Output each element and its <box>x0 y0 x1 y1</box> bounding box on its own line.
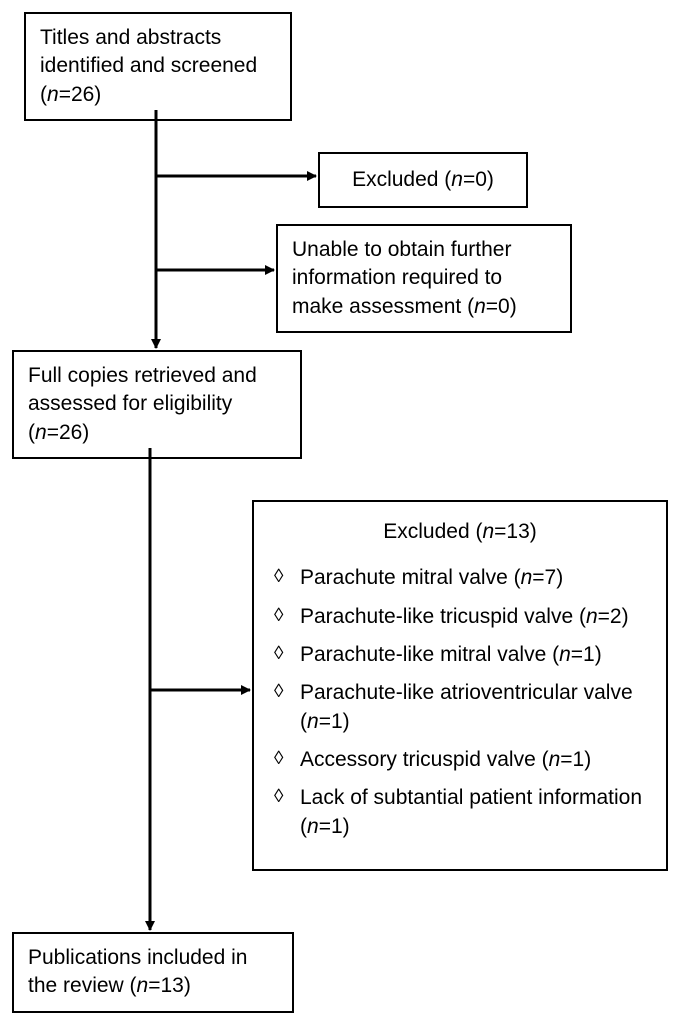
text: Excluded ( <box>383 520 482 543</box>
text: make assessment ( <box>292 295 474 318</box>
text: Publications included in <box>28 946 247 969</box>
box-unable: Unable to obtain further information req… <box>276 224 572 333</box>
box-excluded-0: Excluded (n=0) <box>318 152 528 208</box>
n-label: n <box>482 520 494 543</box>
text: =0) <box>463 168 494 191</box>
text: identified and screened <box>40 54 257 77</box>
exclusion-item: Parachute mitral valve (n=7) <box>272 564 648 592</box>
exclusion-item: Parachute-like mitral valve (n=1) <box>272 641 648 669</box>
box-screened: Titles and abstracts identified and scre… <box>24 12 292 121</box>
n-label: n <box>47 83 59 106</box>
text: Excluded ( <box>352 168 451 191</box>
text: the review ( <box>28 974 137 997</box>
text: information required to <box>292 266 502 289</box>
n-value: =26) <box>47 421 90 444</box>
n-label: n <box>451 168 463 191</box>
text: =13) <box>494 520 537 543</box>
text: Titles and abstracts <box>40 26 221 49</box>
exclusion-list: Parachute mitral valve (n=7) Parachute-l… <box>272 564 648 841</box>
box-excluded-13: Excluded (n=13) Parachute mitral valve (… <box>252 500 668 871</box>
text: Unable to obtain further <box>292 238 511 261</box>
n-value: =26) <box>59 83 102 106</box>
n-label: n <box>137 974 149 997</box>
text: =13) <box>148 974 191 997</box>
text: =0) <box>486 295 517 318</box>
box-fullcopies: Full copies retrieved and assessed for e… <box>12 350 302 459</box>
excluded-title: Excluded (n=13) <box>272 518 648 546</box>
exclusion-item: Parachute-like atrioventricular valve (n… <box>272 679 648 736</box>
box-included: Publications included in the review (n=1… <box>12 932 294 1013</box>
n-label: n <box>35 421 47 444</box>
text: assessed for eligibility <box>28 392 232 415</box>
exclusion-item: Accessory tricuspid valve (n=1) <box>272 746 648 774</box>
exclusion-item: Parachute-like tricuspid valve (n=2) <box>272 603 648 631</box>
exclusion-item: Lack of subtantial patient information (… <box>272 784 648 841</box>
n-label: n <box>474 295 486 318</box>
text: Full copies retrieved and <box>28 364 257 387</box>
